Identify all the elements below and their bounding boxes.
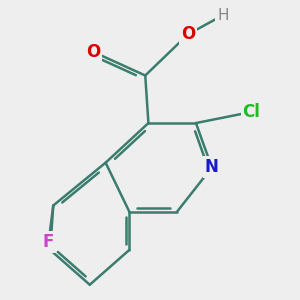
Text: Cl: Cl	[242, 103, 260, 121]
Text: O: O	[86, 43, 100, 61]
Text: O: O	[181, 25, 195, 43]
Text: H: H	[217, 8, 229, 23]
Text: F: F	[43, 233, 54, 251]
Text: N: N	[205, 158, 219, 176]
